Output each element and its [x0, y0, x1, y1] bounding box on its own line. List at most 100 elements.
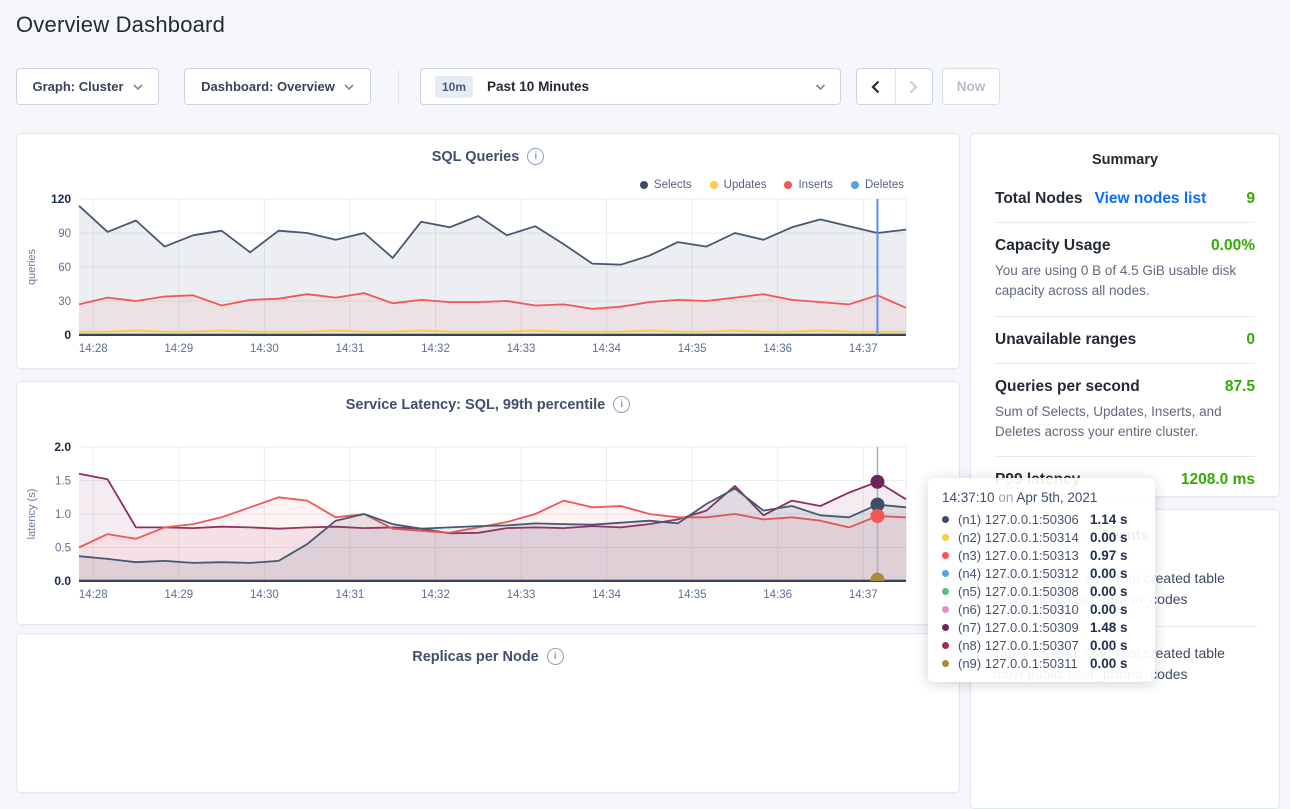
node-color-dot	[942, 641, 949, 649]
svg-text:14:29: 14:29	[164, 589, 193, 601]
graph-dropdown[interactable]: Graph: Cluster	[16, 68, 159, 105]
svg-text:14:36: 14:36	[763, 589, 792, 601]
tooltip-node-row: (n7) 127.0.0.1:50309 1.48 s	[942, 618, 1141, 636]
time-range-pager	[856, 68, 933, 105]
node-latency-value: 0.00 s	[1090, 601, 1128, 617]
chart-hover-tooltip: 14:37:10 on Apr 5th, 2021 (n1) 127.0.0.1…	[928, 478, 1155, 682]
view-nodes-list-link[interactable]: View nodes list	[1094, 190, 1207, 207]
svg-text:0.0: 0.0	[54, 574, 71, 588]
stat-label: Queries per second	[995, 377, 1140, 395]
svg-text:14:36: 14:36	[763, 343, 792, 355]
svg-text:14:34: 14:34	[592, 589, 621, 601]
svg-text:queries: queries	[26, 248, 38, 285]
tooltip-node-row: (n5) 127.0.0.1:50308 0.00 s	[942, 582, 1141, 600]
replicas-chart-title: Replicas per Node	[412, 648, 539, 665]
now-button[interactable]: Now	[942, 68, 1000, 105]
svg-text:14:37: 14:37	[849, 343, 878, 355]
node-address: (n7) 127.0.0.1:50309	[958, 619, 1079, 635]
node-color-dot	[942, 515, 949, 523]
service-latency-chart[interactable]: 14:28 14:29 14:30 14:31 14:32 14:33 14:34 14:35…	[17, 382, 959, 624]
chevron-down-icon	[344, 79, 354, 94]
graph-dropdown-label: Graph: Cluster	[32, 79, 124, 94]
svg-text:0.5: 0.5	[55, 543, 71, 555]
svg-text:14:28: 14:28	[79, 343, 108, 355]
tooltip-timestamp: 14:37:10 on Apr 5th, 2021	[942, 490, 1141, 505]
prev-range-button[interactable]	[857, 69, 895, 104]
page-title: Overview Dashboard	[16, 12, 226, 37]
stat-queries-per-second: Queries per second 87.5 Sum of Selects, …	[995, 362, 1255, 457]
stat-value: 0	[1246, 330, 1255, 348]
node-address: (n5) 127.0.0.1:50308	[958, 583, 1079, 599]
node-address: (n3) 127.0.0.1:50313	[958, 547, 1079, 563]
sql-queries-card: SQL Queries i Selects Updates Inserts Delet…	[16, 133, 960, 369]
legend-label: Selects	[653, 179, 692, 191]
node-color-dot	[942, 605, 949, 613]
svg-text:14:35: 14:35	[678, 343, 707, 355]
node-latency-value: 0.00 s	[1090, 637, 1128, 653]
tooltip-on: on	[998, 490, 1014, 505]
chevron-down-icon	[132, 79, 143, 94]
tooltip-date: Apr 5th, 2021	[1016, 490, 1098, 505]
tooltip-node-row: (n2) 127.0.0.1:50314 0.00 s	[942, 528, 1141, 546]
legend-item-deletes[interactable]: Deletes	[851, 179, 904, 191]
summary-panel: Summary Total Nodes View nodes list 9 Ca…	[970, 133, 1280, 497]
legend-label: Inserts	[798, 179, 833, 191]
stat-value: 0.00%	[1211, 237, 1255, 254]
legend-item-inserts[interactable]: Inserts	[784, 179, 833, 191]
stat-label: Unavailable ranges	[995, 330, 1137, 348]
stat-total-nodes: Total Nodes View nodes list 9	[995, 176, 1255, 222]
dashboard-dropdown-label: Dashboard: Overview	[201, 79, 335, 94]
time-range-selector[interactable]: 10m Past 10 Minutes	[420, 68, 841, 105]
node-address: (n8) 127.0.0.1:50307	[958, 637, 1079, 653]
legend-label: Deletes	[865, 179, 904, 191]
svg-text:14:28: 14:28	[79, 589, 108, 601]
time-range-badge: 10m	[435, 75, 474, 98]
node-address: (n6) 127.0.0.1:50310	[958, 601, 1079, 617]
time-range-label: Past 10 Minutes	[487, 79, 590, 94]
node-color-dot	[942, 551, 949, 559]
node-latency-value: 1.48 s	[1090, 619, 1128, 635]
replicas-per-node-card: Replicas per Node i	[16, 633, 960, 793]
svg-text:14:35: 14:35	[678, 589, 707, 601]
stat-desc: You are using 0 B of 4.5 GiB usable disk…	[995, 263, 1237, 299]
stat-label: Total Nodes	[995, 190, 1083, 207]
tooltip-node-row: (n9) 127.0.0.1:50311 0.00 s	[942, 654, 1141, 672]
svg-text:14:32: 14:32	[421, 343, 450, 355]
node-color-dot	[942, 533, 949, 541]
legend-item-selects[interactable]: Selects	[639, 179, 692, 191]
svg-text:14:34: 14:34	[592, 343, 621, 355]
legend-dot	[709, 181, 718, 189]
stat-value: 1208.0 ms	[1180, 471, 1255, 488]
stat-capacity-usage: Capacity Usage 0.00% You are using 0 B o…	[995, 222, 1255, 316]
svg-text:14:37: 14:37	[849, 589, 878, 601]
node-latency-value: 1.14 s	[1090, 511, 1128, 527]
sql-queries-chart[interactable]: 14:28 14:29 14:30 14:31 14:32 14:33 14:34 14:35…	[17, 134, 959, 368]
summary-title: Summary	[1091, 152, 1159, 168]
toolbar-divider	[398, 70, 399, 103]
node-color-dot	[942, 659, 949, 667]
info-icon[interactable]: i	[613, 396, 631, 413]
svg-text:14:32: 14:32	[421, 589, 450, 601]
svg-text:0: 0	[64, 328, 71, 342]
dashboard-dropdown[interactable]: Dashboard: Overview	[184, 68, 371, 105]
tooltip-node-row: (n6) 127.0.0.1:50310 0.00 s	[942, 600, 1141, 618]
service-latency-chart-title: Service Latency: SQL, 99th percentile	[345, 396, 606, 413]
svg-text:14:31: 14:31	[336, 589, 365, 601]
svg-text:1.0: 1.0	[55, 509, 71, 521]
next-range-button[interactable]	[894, 69, 933, 104]
info-icon[interactable]: i	[546, 648, 564, 665]
chevron-down-icon	[815, 79, 826, 94]
tooltip-node-row: (n3) 127.0.0.1:50313 0.97 s	[942, 546, 1141, 564]
node-color-dot	[942, 623, 949, 631]
svg-text:14:33: 14:33	[507, 343, 536, 355]
node-address: (n4) 127.0.0.1:50312	[958, 565, 1079, 581]
node-latency-value: 0.00 s	[1090, 583, 1128, 599]
legend-label: Updates	[723, 179, 767, 191]
legend-item-updates[interactable]: Updates	[709, 179, 767, 191]
tooltip-node-row: (n4) 127.0.0.1:50312 0.00 s	[942, 564, 1141, 582]
node-address: (n9) 127.0.0.1:50311	[958, 655, 1078, 671]
node-address: (n1) 127.0.0.1:50306	[958, 511, 1079, 527]
node-latency-value: 0.00 s	[1090, 529, 1128, 545]
info-icon[interactable]: i	[527, 148, 545, 165]
node-latency-value: 0.97 s	[1090, 547, 1128, 563]
